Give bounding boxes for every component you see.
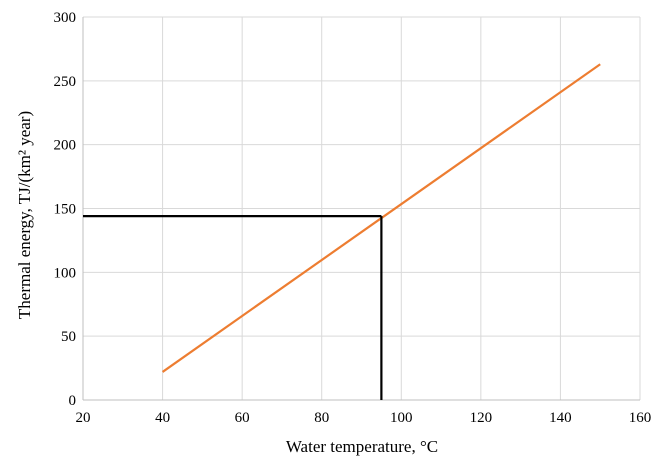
x-tick-label: 60	[235, 410, 250, 426]
x-tick-label: 120	[470, 410, 493, 426]
y-tick-label: 150	[54, 202, 77, 218]
x-tick-label: 100	[390, 410, 413, 426]
x-tick-label: 140	[549, 410, 572, 426]
y-axis-label: Thermal energy, TJ/(km² year)	[15, 111, 34, 319]
axes	[82, 17, 640, 401]
grid	[82, 16, 641, 401]
y-tick-labels: 0 50 100 150 200 250 300	[54, 10, 77, 409]
y-tick-label: 200	[54, 138, 77, 154]
y-tick-label: 0	[69, 393, 77, 409]
x-tick-label: 40	[155, 410, 170, 426]
y-tick-label: 100	[54, 265, 77, 281]
y-tick-label: 250	[54, 74, 77, 90]
y-tick-label: 50	[61, 329, 76, 345]
reference-lines	[83, 215, 383, 400]
x-tick-labels: 20 40 60 80 100 120 140 160	[76, 410, 652, 426]
x-tick-label: 160	[629, 410, 652, 426]
x-tick-label: 20	[76, 410, 91, 426]
x-axis-label: Water temperature, °C	[286, 437, 438, 456]
x-tick-label: 80	[314, 410, 329, 426]
y-tick-label: 300	[54, 10, 77, 26]
